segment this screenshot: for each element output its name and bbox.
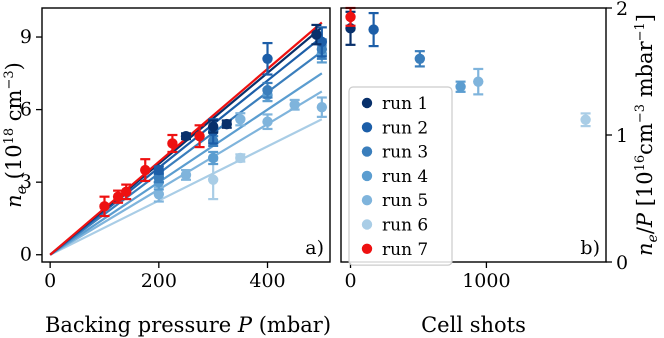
data-point: [311, 29, 322, 40]
data-point: [121, 186, 132, 198]
fit-line-run-4: [49, 72, 323, 256]
legend-label-run-3: run 3: [382, 143, 428, 163]
legend-label-run-2: run 2: [382, 118, 428, 138]
data-point: [235, 152, 246, 164]
point-run-3: [262, 81, 273, 99]
point-run-5: [180, 168, 192, 181]
panel-b-plot: 0 1000 0 1 2 b) Cell shots ne/P [1016cm−3 mbar−…: [340, 0, 661, 337]
data-point: [167, 138, 178, 149]
point-run-5: [289, 98, 300, 111]
axes-frame-0: [41, 7, 331, 263]
x-tick-label: 200: [141, 270, 177, 292]
fit-line-run-2: [49, 36, 323, 256]
point-run-3: [414, 50, 426, 68]
y-tick-label: 6: [20, 99, 32, 121]
y-axis-label: ne (1018 cm−3): [2, 62, 30, 208]
legend-marker-run-2: [361, 122, 373, 133]
data-point: [368, 24, 379, 35]
y-axis-label: ne/P [1016cm−3 mbar−1]: [633, 14, 661, 256]
fit-line-run-3: [49, 50, 323, 256]
data-point: [455, 81, 466, 92]
data-point: [180, 169, 192, 181]
point-run-2: [368, 11, 379, 48]
point-run-5: [235, 112, 246, 127]
data-point: [207, 152, 219, 164]
y-tick-label: 0: [616, 252, 628, 274]
point-run-1: [221, 118, 232, 130]
point-run-7: [167, 133, 178, 154]
point-run-7: [112, 189, 124, 204]
point-run-6: [207, 159, 219, 201]
x-tick-label: 0: [344, 270, 356, 292]
x-tick-label: 400: [249, 270, 285, 292]
x-axis-label: Backing pressure P (mbar): [45, 313, 331, 337]
point-run-7: [345, 6, 356, 27]
legend-marker-run-5: [361, 195, 373, 206]
legend-label-run-4: run 4: [382, 167, 428, 187]
y-tick-label: 3: [20, 171, 32, 193]
data-point: [345, 11, 356, 23]
legend-marker-run-1: [361, 97, 373, 109]
legend: run 1 run 2 run 3 run 4 run 5 run 6 run 7: [348, 86, 453, 266]
point-run-7: [140, 158, 151, 183]
point-run-1: [311, 23, 322, 46]
data-point: [289, 99, 300, 110]
data-point: [140, 164, 151, 176]
legend-marker-run-6: [361, 219, 373, 230]
data-point: [473, 76, 484, 87]
fit-line-run-6: [49, 118, 323, 256]
data-point: [221, 118, 232, 130]
data-point: [194, 131, 205, 142]
point-run-6: [235, 152, 246, 164]
point-run-2: [153, 164, 165, 176]
data-point: [262, 116, 273, 127]
legend-marker-run-4: [361, 170, 373, 182]
legend-frame: [348, 86, 453, 266]
y-tick-label: 9: [20, 26, 32, 48]
x-axis-label: Cell shots: [421, 313, 526, 337]
legend-label-run-7: run 7: [382, 240, 428, 260]
point-run-1: [180, 131, 192, 142]
data-point: [112, 191, 124, 202]
y-tick-label: 0: [20, 244, 32, 266]
point-run-7: [99, 195, 110, 218]
data-point: [153, 189, 165, 200]
data-point: [207, 174, 219, 185]
panel-label: b): [580, 237, 600, 259]
point-run-2: [262, 41, 273, 76]
data-point: [99, 201, 110, 212]
y-tick-label: 1: [616, 125, 628, 147]
data-point: [262, 53, 273, 64]
point-run-7: [121, 183, 132, 201]
data-point: [207, 121, 219, 132]
point-run-5: [262, 113, 273, 131]
legend-label-run-1: run 1: [382, 94, 428, 114]
point-run-6: [580, 112, 591, 128]
y-tick-label: 2: [616, 0, 628, 20]
data-point: [580, 114, 591, 125]
point-run-1: [207, 119, 219, 134]
data-point: [414, 53, 426, 64]
data-point: [153, 164, 165, 176]
point-run-4: [455, 80, 466, 93]
panel-label: a): [305, 237, 324, 259]
data-point: [262, 85, 273, 96]
data-point: [235, 114, 246, 125]
data-point: [180, 131, 192, 142]
x-tick-label: 1000: [462, 270, 510, 292]
x-tick-label: 0: [44, 270, 56, 292]
point-run-4: [207, 150, 219, 166]
point-run-7: [194, 124, 205, 149]
panel-a-plot: 0 200 400 0 3 6 9 a) Backing pressure P (mbar) ne…: [2, 7, 331, 337]
legend-marker-run-3: [361, 146, 373, 157]
legend-marker-run-7: [361, 243, 373, 254]
point-run-5: [316, 96, 328, 118]
legend-label-run-5: run 5: [382, 191, 428, 211]
legend-label-run-6: run 6: [382, 216, 428, 236]
data-point: [316, 101, 328, 113]
point-run-5: [473, 67, 484, 96]
